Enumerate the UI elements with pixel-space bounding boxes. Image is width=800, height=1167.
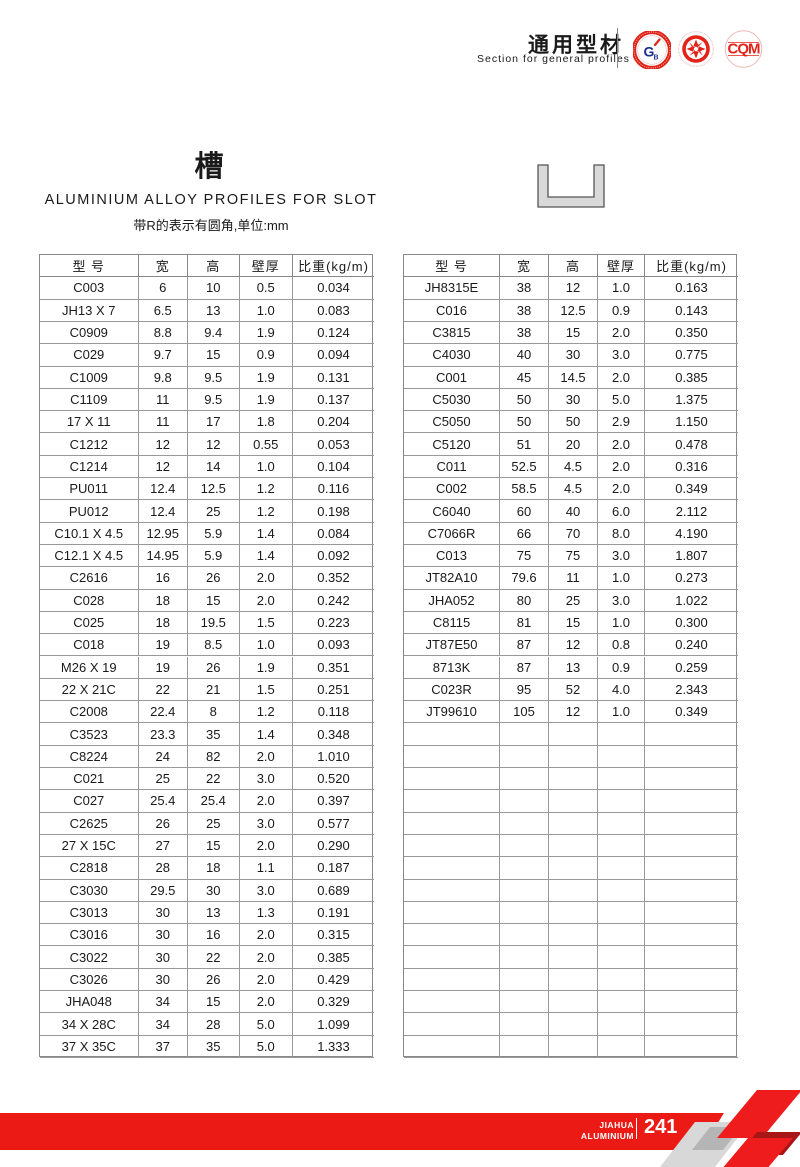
svg-text:B: B: [653, 55, 658, 62]
svg-text:CQM: CQM: [728, 41, 761, 58]
